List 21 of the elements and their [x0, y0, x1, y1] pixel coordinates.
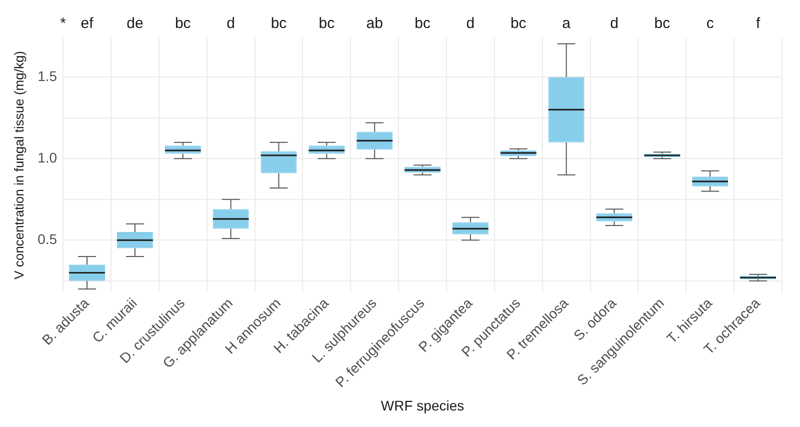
text: c	[706, 15, 714, 32]
x-axis-title: WRF species	[380, 397, 464, 414]
text: bc	[414, 15, 431, 32]
text: d	[466, 15, 475, 32]
text: bc	[510, 15, 527, 32]
text: *	[60, 15, 66, 32]
text: bc	[174, 15, 192, 32]
text: de	[126, 15, 144, 32]
text: a	[562, 15, 572, 32]
text: bc	[318, 15, 336, 32]
text: f	[756, 15, 761, 32]
text: ab	[366, 15, 383, 32]
text: ef	[80, 15, 94, 32]
text: d	[226, 15, 235, 32]
y-tick-label: 1.0	[38, 149, 58, 166]
y-tick-label: 0.5	[38, 231, 58, 247]
text: bc	[270, 15, 288, 32]
text: bc	[654, 15, 671, 32]
text: d	[610, 15, 618, 32]
y-tick-label: 1.5	[38, 68, 58, 84]
y-axis-title: V concentration in fungal tissue (mg/kg)	[11, 50, 26, 280]
